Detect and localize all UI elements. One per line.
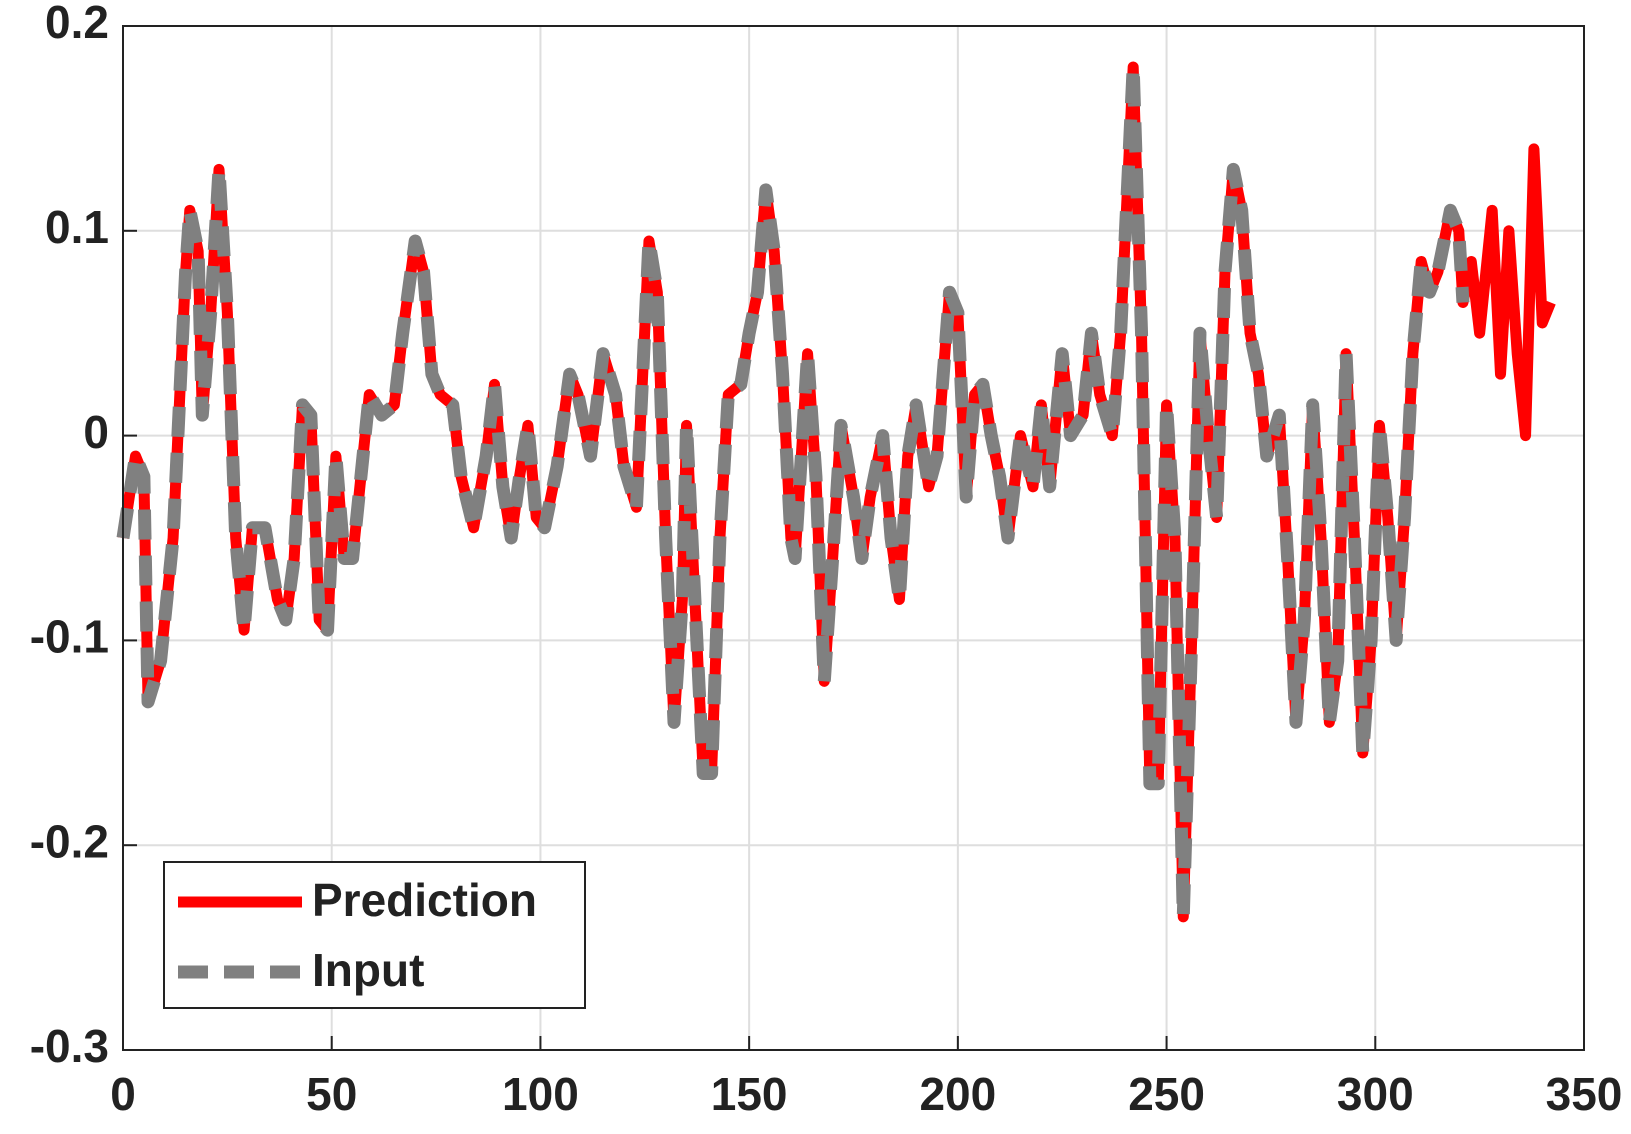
y-tick-label: 0.2 [45,0,109,48]
legend: Prediction Input [163,861,586,1009]
legend-label: Input [312,944,424,996]
y-tick-label: 0 [83,406,109,458]
x-tick-label: 150 [711,1068,788,1120]
x-tick-label: 50 [306,1068,357,1120]
y-tick-label: -0.2 [30,815,109,867]
x-tick-label: 200 [919,1068,996,1120]
legend-box [163,861,586,1009]
x-tick-label: 100 [502,1068,579,1120]
x-tick-label: 350 [1546,1068,1623,1120]
legend-label: Prediction [312,874,537,926]
y-tick-label: -0.1 [30,611,109,663]
series-line [116,60,1470,924]
y-tick-label: 0.1 [45,201,109,253]
plot-frame [122,25,1585,1051]
y-tick-label: -0.3 [30,1020,109,1072]
x-tick-label: 0 [110,1068,136,1120]
x-tick-label: 300 [1337,1068,1414,1120]
x-tick-label: 250 [1128,1068,1205,1120]
